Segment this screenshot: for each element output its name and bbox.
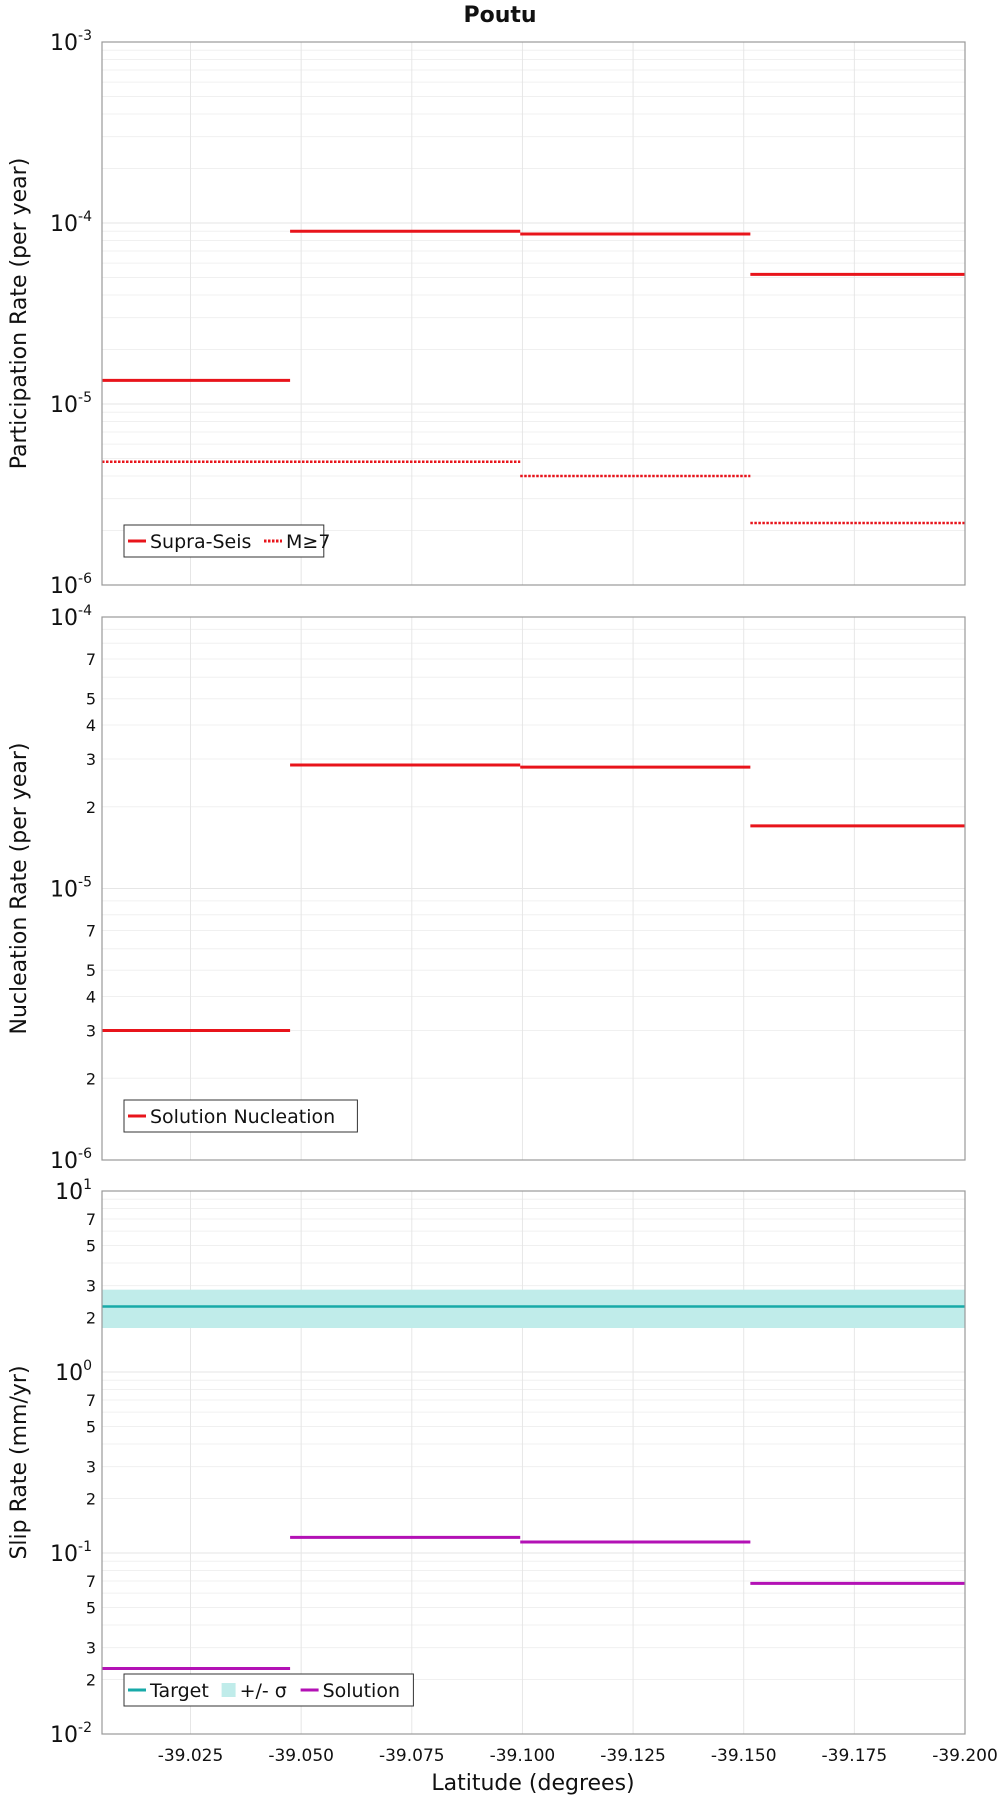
legend: Supra-Seis M≥7	[123, 524, 330, 558]
x-tick-label: -39.100	[490, 1746, 556, 1766]
y-minor-tick-label: 3	[86, 1021, 96, 1040]
y-minor-tick-label: 4	[86, 988, 96, 1007]
x-tick-label: -39.075	[379, 1746, 445, 1766]
plot-frame	[101, 41, 966, 586]
y-minor-tick-label: 4	[86, 716, 96, 735]
y-minor-tick-label: 3	[86, 1277, 96, 1296]
y-minor-tick-label: 5	[86, 961, 96, 980]
y-minor-tick-label: 5	[86, 1417, 96, 1436]
legend: Solution Nucleation	[123, 1099, 358, 1133]
x-axis-label: Latitude (degrees)	[431, 1771, 634, 1796]
legend-label: +/- σ	[240, 1680, 287, 1702]
y-minor-tick-label: 2	[86, 798, 96, 817]
legend-box	[123, 1099, 358, 1133]
panels: 10-6 10-5 10-4 10-3 Participation Rate (per …	[7, 28, 998, 1766]
legend-box	[123, 1673, 414, 1707]
x-tick-label: -39.050	[268, 1746, 334, 1766]
y-tick-label: 10-4	[50, 603, 92, 631]
y-tick-label: 10-3	[50, 28, 92, 56]
y-minor-tick-label: 3	[86, 750, 96, 769]
y-axis-label: Slip Rate (mm/yr)	[7, 1365, 32, 1559]
y-minor-tick-label: 2	[86, 1309, 96, 1328]
y-tick-label: 10-5	[50, 390, 92, 418]
panel-2: 10-6 10-5 10-4 2 3 4 5 7 2 3 4 5 7 Nucleation Rate (p…	[7, 603, 966, 1174]
legend-label: Supra-Seis	[150, 531, 251, 553]
y-minor-tick-label: 3	[86, 1458, 96, 1477]
y-minor-tick-label: 7	[86, 922, 96, 941]
y-minor-tick-label: 3	[86, 1639, 96, 1658]
plot-frame	[101, 616, 966, 1161]
y-tick-label: 10-1	[50, 1539, 92, 1567]
y-tick-label: 10-6	[50, 571, 92, 599]
y-minor-tick-label: 2	[86, 1671, 96, 1690]
x-tick-label: -39.125	[600, 1746, 666, 1766]
x-tick-label: -39.025	[158, 1746, 224, 1766]
legend-label: Solution	[323, 1680, 400, 1702]
legend-swatch	[221, 1683, 236, 1697]
legend-label: Target	[149, 1680, 209, 1702]
y-minor-tick-label: 7	[86, 650, 96, 669]
legend-box	[123, 524, 325, 558]
y-minor-tick-label: 7	[86, 1572, 96, 1591]
y-minor-tick-label: 5	[86, 1236, 96, 1255]
y-tick-label: 10-4	[50, 209, 92, 237]
y-axis-label: Participation Rate (per year)	[7, 158, 32, 470]
y-minor-tick-label: 5	[86, 1598, 96, 1617]
sigma-band	[102, 1289, 965, 1329]
y-axis-label: Nucleation Rate (per year)	[7, 743, 32, 1035]
y-minor-tick-label: 2	[86, 1490, 96, 1509]
y-tick-label: 101	[55, 1177, 92, 1205]
y-minor-tick-label: 7	[86, 1210, 96, 1229]
y-tick-label: 10-2	[50, 1720, 92, 1748]
panel-3: -39.025 -39.050 -39.075 -39.100 -39.125 -39.1…	[7, 1177, 998, 1766]
x-tick-label: -39.175	[822, 1746, 888, 1766]
legend-label: M≥7	[286, 531, 330, 553]
figure-title: Poutu	[463, 3, 536, 28]
y-minor-tick-label: 7	[86, 1391, 96, 1410]
panel-1: 10-6 10-5 10-4 10-3 Participation Rate (per …	[7, 28, 966, 599]
x-tick-label: -39.150	[711, 1746, 777, 1766]
legend-label: Solution Nucleation	[150, 1106, 335, 1128]
y-tick-label: 10-6	[50, 1146, 92, 1174]
x-tick-label: -39.200	[932, 1746, 998, 1766]
plot-frame	[101, 1190, 966, 1735]
y-tick-label: 10-5	[50, 875, 92, 903]
y-minor-tick-label: 5	[86, 690, 96, 709]
legend: Target +/- σ Solution	[123, 1673, 414, 1707]
y-tick-label: 100	[55, 1358, 92, 1386]
y-minor-tick-label: 2	[86, 1069, 96, 1088]
